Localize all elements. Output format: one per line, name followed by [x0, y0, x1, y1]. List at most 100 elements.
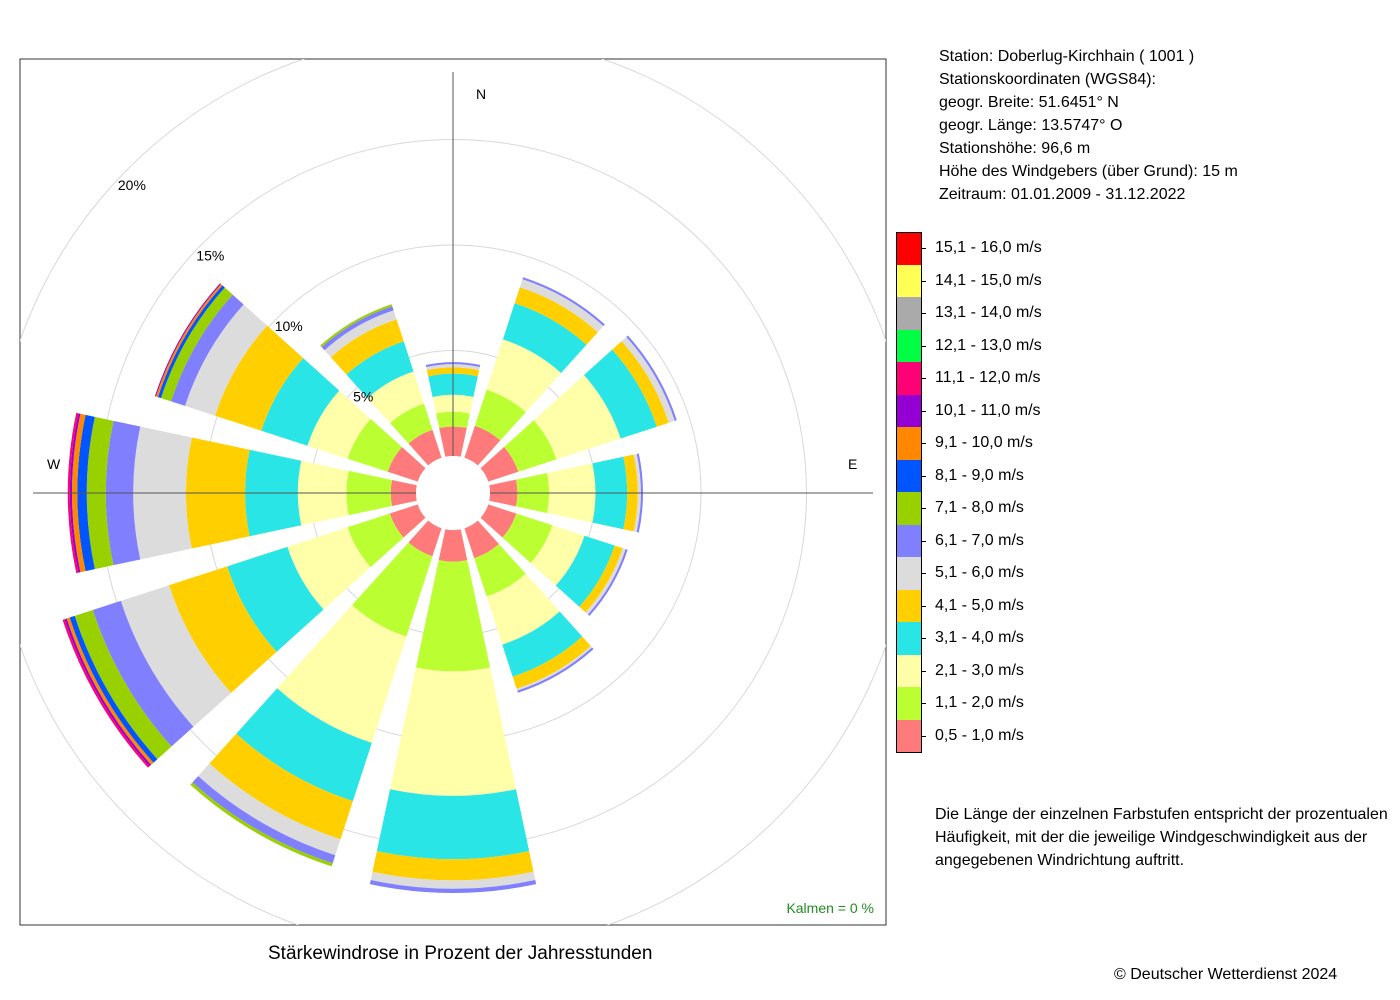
legend-label: 1,1 - 2,0 m/s — [935, 694, 1024, 712]
legend-label: 10,1 - 11,0 m/s — [935, 401, 1041, 419]
sector-nnw-band — [330, 319, 404, 375]
note-line: angegebenen Windrichtung auftritt. — [935, 852, 1185, 869]
sector-ese-band — [530, 525, 585, 586]
station-longitude: geogr. Länge: 13.5747° O — [939, 117, 1123, 134]
legend-tick — [921, 443, 926, 445]
legend-swatch — [896, 329, 922, 362]
legend-swatch — [896, 654, 922, 687]
sector-ssw-band — [352, 542, 433, 637]
legend-label: 13,1 - 14,0 m/s — [935, 304, 1042, 322]
station-latitude: geogr. Breite: 51.6451° N — [939, 94, 1119, 111]
legend-tick — [921, 508, 926, 510]
legend-label: 3,1 - 4,0 m/s — [935, 629, 1024, 647]
sector-wnw-band — [215, 325, 304, 431]
sector-wnw-band — [160, 287, 233, 402]
legend-swatch — [896, 492, 922, 525]
sector-nne-band — [486, 339, 562, 413]
legend-swatch — [896, 557, 922, 590]
compass-label-e: E — [848, 456, 857, 472]
sector-wsw-band — [287, 527, 371, 610]
legend-label: 11,1 - 12,0 m/s — [935, 369, 1041, 387]
sector-s-band — [372, 851, 534, 881]
sector-nnw — [320, 304, 442, 466]
calm-label: Kalmen = 0 % — [786, 900, 874, 916]
legend-tick — [921, 573, 926, 575]
legend-swatch — [896, 264, 922, 297]
ring-labels: 5% 10% 15% 20% — [118, 177, 373, 405]
sector-wsw-band — [389, 504, 426, 538]
legend-tick — [921, 735, 926, 737]
sector-sse-band — [464, 520, 499, 559]
sector-wnw-band — [261, 358, 340, 446]
sector-ese-band — [502, 513, 553, 563]
sector-w-band — [69, 413, 81, 573]
sector-ese-band — [587, 549, 628, 616]
sector-wnw-band — [387, 447, 426, 482]
sector-ssw-band — [209, 733, 353, 840]
sector-wnw — [154, 283, 426, 482]
sector-nnw-band — [320, 304, 393, 348]
sector-ene-band — [504, 420, 557, 472]
sector-s-band — [370, 871, 536, 889]
legend-label: 5,1 - 6,0 m/s — [935, 564, 1024, 582]
sector-s — [369, 529, 537, 893]
sector-s-band — [390, 667, 516, 796]
station-elevation: Stationshöhe: 96,6 m — [939, 140, 1091, 157]
legend-tick — [921, 410, 926, 412]
legend-tick — [921, 345, 926, 347]
legend-swatch — [896, 362, 922, 395]
sector-nne — [464, 277, 605, 466]
sector-ene-band — [612, 341, 669, 427]
sector-nne-band — [519, 279, 604, 333]
legend-label: 6,1 - 7,0 m/s — [935, 531, 1024, 549]
sector-n-band — [425, 362, 481, 368]
sector-ssw — [190, 520, 442, 867]
sector-ene-band — [583, 349, 657, 439]
sector-nne-band — [502, 303, 587, 373]
legend-tick — [921, 280, 926, 282]
legend-swatch — [896, 719, 922, 753]
legend-tick — [921, 670, 926, 672]
sector-wsw-band — [69, 615, 158, 763]
legend-tick — [921, 378, 926, 380]
sector-sse-band — [512, 636, 591, 689]
sector-w-band — [72, 413, 86, 573]
legend-tick — [921, 248, 926, 250]
station-info: Station: Doberlug-Kirchhain ( 1001 ) Sta… — [939, 45, 1238, 206]
legend-swatch — [896, 459, 922, 492]
sector-wsw-band — [227, 546, 324, 652]
sector-wsw-band — [120, 585, 232, 727]
sector-ene-band — [621, 336, 675, 423]
legend-swatch — [896, 524, 922, 557]
sector-ssw-band — [192, 776, 336, 864]
legend-swatch — [896, 297, 922, 330]
sector-ssw-band — [277, 605, 407, 743]
sector-ene-band — [533, 375, 621, 460]
sector-wnw-band — [170, 294, 244, 406]
legend-swatch — [896, 232, 922, 266]
sector-wnw-band — [347, 418, 402, 472]
legend-swatch — [896, 589, 922, 622]
legend-label: 0,5 - 1,0 m/s — [935, 726, 1024, 744]
ring-label: 5% — [353, 389, 373, 405]
legend-tick — [921, 605, 926, 607]
compass-label-w: W — [47, 456, 61, 472]
note-line: Die Länge der einzelnen Farbstufen entsp… — [935, 806, 1388, 823]
sector-sse-band — [502, 611, 583, 677]
sector-sse — [464, 520, 594, 693]
explanation-note: Die Länge der einzelnen Farbstufen entsp… — [935, 803, 1388, 872]
legend-label: 12,1 - 13,0 m/s — [935, 336, 1042, 354]
sector-sse-band — [486, 573, 560, 645]
note-line: Häufigkeit, mit der die jeweilige Windge… — [935, 829, 1368, 846]
sector-ese-band — [555, 535, 615, 607]
sector-wsw — [62, 504, 426, 768]
legend-tick — [921, 313, 926, 315]
ring-label: 10% — [275, 318, 303, 334]
sector-nnw-band — [346, 341, 414, 399]
sector-w-band — [67, 412, 79, 574]
legend-label: 15,1 - 16,0 m/s — [935, 239, 1042, 257]
sector-wsw-band — [168, 566, 277, 693]
sector-nne-band — [464, 425, 501, 466]
sector-s-band — [376, 789, 530, 860]
